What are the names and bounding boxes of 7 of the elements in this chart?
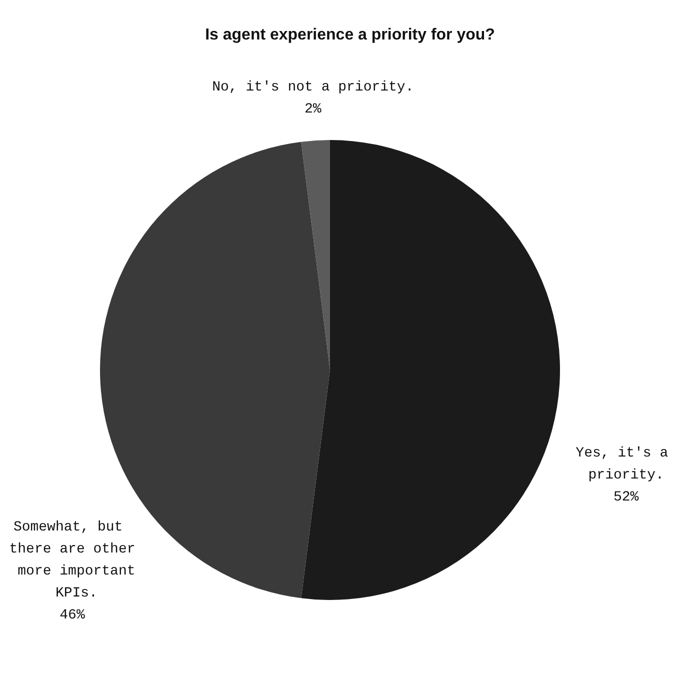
data-label: 46%: [60, 607, 86, 624]
chart-title: Is agent experience a priority for you?: [205, 26, 495, 44]
data-label: 52%: [613, 489, 640, 506]
slice-label: No, it's not a priority.: [212, 79, 414, 96]
slice-label: Yes, it's a priority.: [576, 445, 677, 484]
slice-label: Somewhat, but there are other more important KPIs.: [9, 519, 136, 602]
data-label: 2%: [304, 101, 322, 118]
